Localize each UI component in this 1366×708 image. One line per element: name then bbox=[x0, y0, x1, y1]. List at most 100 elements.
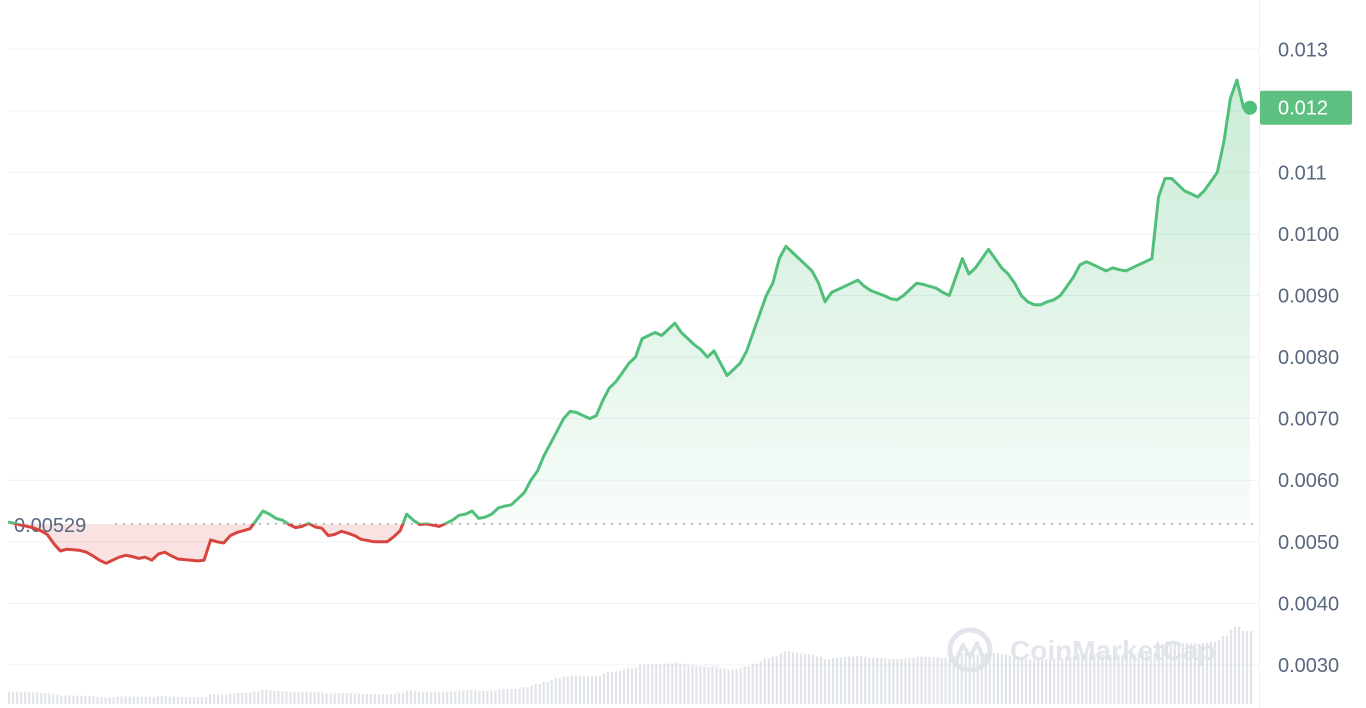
volume-bar bbox=[357, 693, 360, 704]
volume-bar bbox=[116, 696, 119, 704]
volume-bar bbox=[245, 692, 248, 704]
volume-bar bbox=[840, 657, 843, 704]
volume-bar bbox=[1089, 653, 1092, 704]
volume-bar bbox=[751, 663, 754, 704]
volume-bar bbox=[1129, 654, 1132, 704]
current-price-tag: 0.012 bbox=[1260, 90, 1352, 125]
volume-bar bbox=[72, 695, 75, 704]
volume-bar bbox=[655, 663, 658, 704]
volume-bar bbox=[442, 692, 445, 704]
volume-bar bbox=[594, 676, 597, 705]
volume-bar bbox=[614, 671, 618, 704]
volume-bar bbox=[602, 673, 606, 704]
volume-bar bbox=[1024, 659, 1028, 704]
volume-bar bbox=[434, 692, 437, 704]
y-tick-label: 0.0070 bbox=[1278, 409, 1339, 431]
volume-bar bbox=[844, 657, 847, 704]
volume-bar bbox=[522, 687, 525, 704]
volume-bar bbox=[365, 694, 368, 704]
volume-bar bbox=[454, 691, 457, 704]
volume-bar bbox=[305, 691, 308, 704]
volume-bar bbox=[1069, 657, 1072, 704]
volume-bar bbox=[414, 691, 417, 704]
y-axis-ticks: 0.013 0.012 0.011 0.0100 0.0090 0.0080 0.0070 0… bbox=[1278, 39, 1339, 677]
volume-bar bbox=[60, 695, 63, 705]
volume-bar bbox=[56, 694, 59, 704]
volume-bar bbox=[582, 676, 585, 705]
volume-bar bbox=[578, 675, 581, 704]
volume-bar bbox=[763, 658, 766, 704]
volume-bar bbox=[832, 658, 835, 705]
volume-bar bbox=[1053, 659, 1056, 704]
volume-bar bbox=[1205, 643, 1208, 704]
volume-bar bbox=[550, 680, 553, 704]
volume-bar bbox=[1137, 653, 1140, 704]
volume-bar bbox=[675, 662, 678, 705]
volume-bar bbox=[852, 656, 855, 704]
volume-bar bbox=[956, 655, 959, 704]
volume-bar bbox=[1065, 657, 1068, 704]
volume-bar bbox=[795, 653, 798, 704]
volume-bar bbox=[405, 690, 409, 705]
volume-bar bbox=[872, 657, 875, 704]
volume-bar bbox=[32, 692, 35, 704]
volume-bar bbox=[253, 691, 256, 704]
volume-bar bbox=[1173, 641, 1176, 704]
volume-bar bbox=[430, 692, 433, 704]
volume-bar bbox=[180, 696, 183, 704]
y-tick-label: 0.0030 bbox=[1278, 655, 1339, 677]
volume-bar bbox=[1237, 626, 1241, 704]
volume-bar bbox=[474, 689, 477, 704]
volume-bar bbox=[490, 690, 493, 705]
volume-bar bbox=[619, 671, 622, 704]
volume-bar bbox=[269, 690, 272, 705]
volume-bar bbox=[671, 663, 674, 704]
volume-bar bbox=[727, 670, 730, 704]
volume-bar bbox=[156, 696, 159, 704]
volume-bar bbox=[1081, 653, 1084, 704]
volume-bar bbox=[337, 693, 340, 704]
volume-bar bbox=[848, 656, 851, 704]
volume-bar bbox=[1213, 641, 1216, 705]
volume-bar bbox=[908, 657, 911, 704]
volume-bar bbox=[426, 691, 429, 704]
price-area-up bbox=[8, 80, 1250, 524]
volume-bar bbox=[124, 696, 127, 704]
volume-bar bbox=[225, 694, 228, 704]
volume-bar bbox=[140, 696, 143, 704]
volume-bar bbox=[68, 695, 71, 704]
volume-bar bbox=[1105, 654, 1108, 704]
volume-bar bbox=[257, 691, 260, 704]
volume-bar bbox=[321, 692, 324, 704]
volume-bar bbox=[494, 690, 497, 705]
volume-bar bbox=[176, 696, 179, 704]
volume-bar bbox=[711, 666, 714, 704]
volume-bar bbox=[1117, 654, 1120, 704]
volume-bar bbox=[1189, 643, 1192, 704]
volume-bar bbox=[828, 659, 831, 704]
volume-bar bbox=[1229, 629, 1233, 704]
volume-bar bbox=[570, 675, 573, 704]
volume-bar bbox=[1221, 635, 1225, 704]
volume-bar bbox=[880, 658, 883, 704]
volume-bar bbox=[1045, 659, 1048, 704]
volume-bar bbox=[1181, 643, 1184, 704]
volume-bar bbox=[534, 684, 537, 704]
y-tick-label: 0.0050 bbox=[1278, 532, 1339, 554]
volume-bar bbox=[1004, 654, 1007, 704]
volume-bar bbox=[900, 658, 903, 704]
volume-bar bbox=[52, 694, 55, 704]
volume-bar bbox=[968, 655, 971, 705]
volume-bar bbox=[1225, 635, 1229, 704]
volume-bar bbox=[112, 697, 115, 704]
volume-bar bbox=[743, 666, 746, 704]
y-tick-label: 0.0060 bbox=[1278, 470, 1339, 492]
volume-bar bbox=[787, 651, 790, 704]
volume-bar bbox=[76, 695, 79, 704]
volume-bar bbox=[1153, 653, 1156, 704]
volume-bar bbox=[916, 656, 919, 704]
volume-bar bbox=[325, 693, 328, 704]
volume-bar bbox=[924, 656, 927, 704]
